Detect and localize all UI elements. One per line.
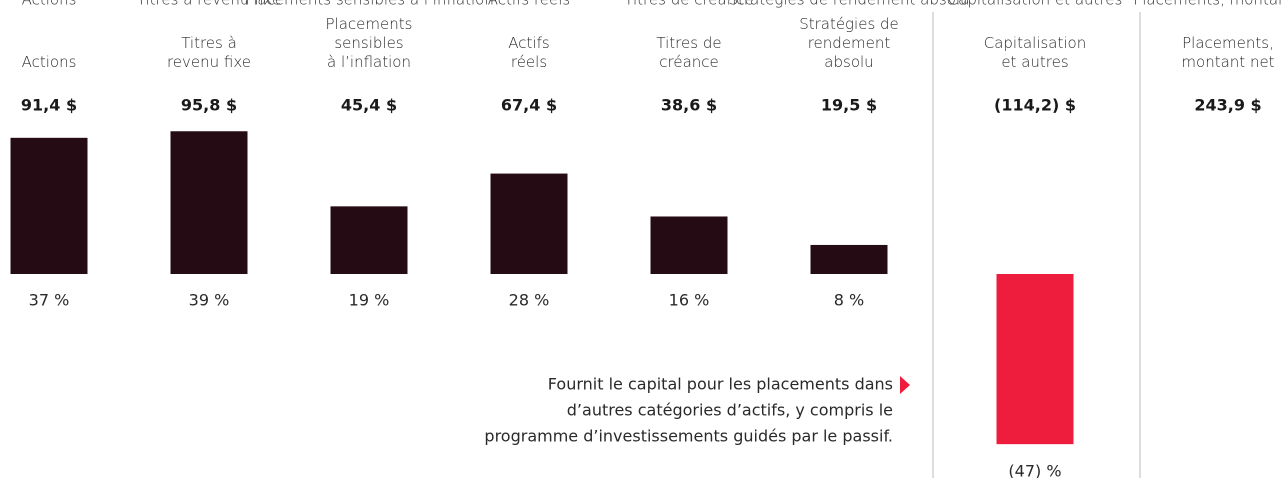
arrow-icon	[900, 376, 910, 394]
category-label: Placements, montant netPlacements,montan…	[1133, 0, 1281, 71]
note-line: Fournit le capital pour les placements d…	[548, 375, 893, 394]
share-label: 19 %	[349, 291, 390, 310]
value-label: 19,5 $	[821, 96, 877, 115]
share-label: (47) %	[1008, 462, 1061, 478]
bar	[810, 244, 888, 274]
category-label: Placements sensibles à l’inflationPlacem…	[244, 0, 494, 71]
bar	[996, 274, 1074, 445]
category-label: ActionsActions	[22, 0, 77, 71]
note-line: d’autres catégories d’actifs, y compris …	[567, 401, 893, 420]
value-label: 91,4 $	[21, 96, 77, 115]
share-label: 28 %	[509, 291, 550, 310]
bar	[490, 173, 568, 274]
share-label: 37 %	[29, 291, 70, 310]
category-label: Actifs réelsActifsréels	[488, 0, 570, 71]
bar	[10, 137, 88, 274]
share-label: 39 %	[189, 291, 230, 310]
value-label: 45,4 $	[341, 96, 397, 115]
bar	[330, 206, 408, 274]
share-label: 8 %	[834, 291, 864, 310]
value-label: 67,4 $	[501, 96, 557, 115]
note-line: programme d’investissements guidés par l…	[484, 427, 893, 446]
value-label: 95,8 $	[181, 96, 237, 115]
bar	[650, 216, 728, 274]
value-label: 38,6 $	[661, 96, 717, 115]
share-label: 16 %	[669, 291, 710, 310]
category-label: Capitalisation et autresCapitalisationet…	[948, 0, 1123, 71]
value-label: (114,2) $	[994, 96, 1076, 115]
bar	[170, 131, 248, 274]
total-value-label: 243,9 $	[1194, 96, 1261, 115]
